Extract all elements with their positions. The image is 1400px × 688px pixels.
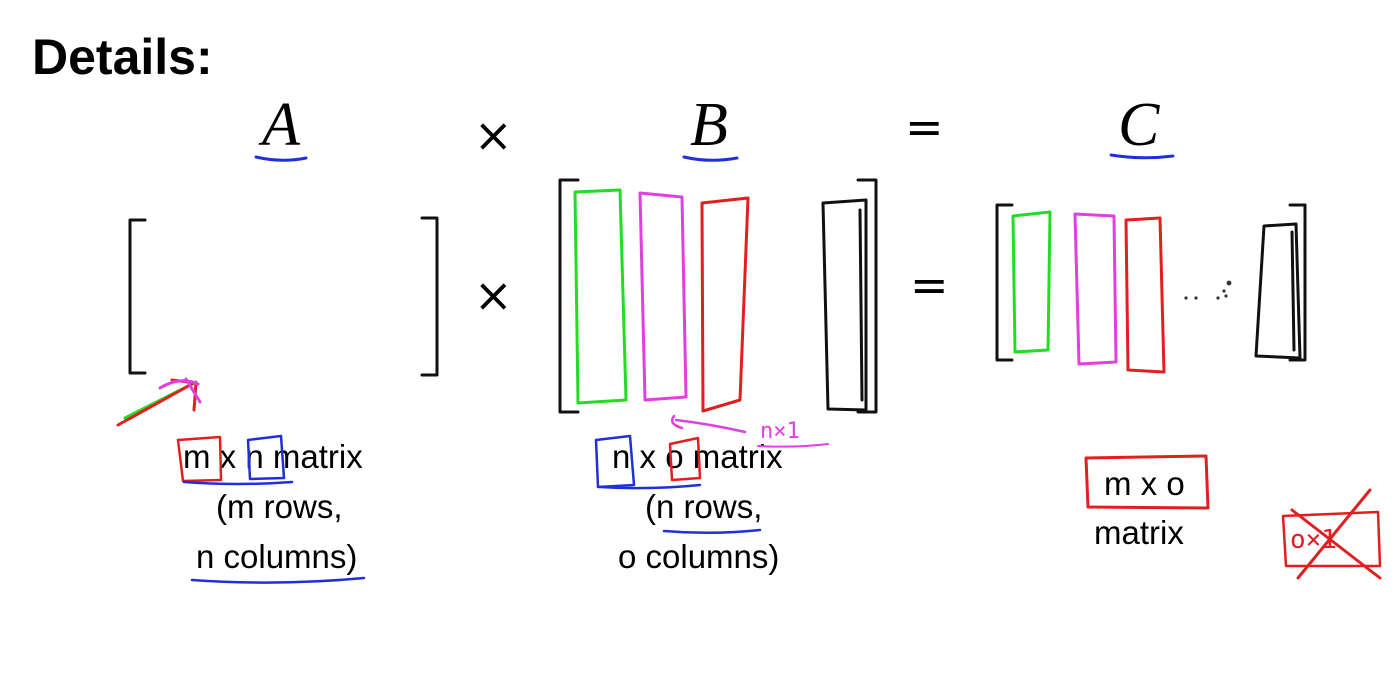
box-matrix-b-n <box>594 434 636 489</box>
box-matrix-a-m <box>176 435 223 483</box>
matrix-a-columns-text: n columns <box>196 538 347 575</box>
matrix-a-dim-m: m <box>183 438 211 475</box>
arrow-magenta <box>158 377 202 404</box>
matrix-c-column-black <box>1254 222 1302 360</box>
matrix-a-right-bracket <box>420 216 439 377</box>
underline-b <box>682 155 739 162</box>
equation-b: B <box>690 91 728 159</box>
underline-a <box>254 155 308 162</box>
equation-c: C <box>1118 91 1160 159</box>
matrix-c-word: matrix <box>1094 514 1184 551</box>
matrix-b-comma: , <box>753 488 763 525</box>
matrix-c-left-bracket <box>995 203 1014 362</box>
note-nx1: n×1 <box>760 419 800 444</box>
matrix-b-open-paren: ( <box>645 488 656 525</box>
row-times: × <box>474 268 513 322</box>
matrix-b-column-green <box>573 188 628 405</box>
matrix-b-column-magenta <box>638 191 688 402</box>
matrix-b-left-bracket <box>558 178 580 414</box>
row-equals: = <box>910 258 949 312</box>
matrix-a-x: x <box>219 438 237 475</box>
matrix-b-rows: (n rows, <box>645 488 762 526</box>
matrix-b-word: matrix <box>692 438 783 475</box>
box-matrix-c-dims <box>1084 454 1210 510</box>
equation-a: A <box>262 91 300 159</box>
underline-matrix-b-dims <box>598 483 702 490</box>
arrow-red <box>116 378 198 427</box>
box-matrix-a-n <box>246 434 286 481</box>
matrix-c-column-green <box>1011 210 1052 354</box>
matrix-b-dim-n: n <box>612 438 631 475</box>
note-nx1-underline <box>757 443 829 448</box>
matrix-a-rows: (m rows, <box>216 488 343 525</box>
underline-matrix-b-rows <box>662 528 762 535</box>
matrix-a-close-paren: ) <box>346 538 358 575</box>
matrix-b-column-black <box>821 198 868 412</box>
underline-matrix-a-dims <box>182 480 294 486</box>
matrix-a-columns: n columns) <box>196 538 357 576</box>
underline-c <box>1109 153 1175 160</box>
matrix-b-columns: o columns) <box>618 538 780 575</box>
matrix-a-dims: m x n matrix <box>183 438 363 476</box>
matrix-a-word: matrix <box>272 438 363 475</box>
equation-times: × <box>474 108 513 162</box>
matrix-c-column-magenta <box>1073 212 1118 366</box>
equation-equals: = <box>905 100 944 154</box>
box-matrix-b-o <box>668 436 702 482</box>
matrix-a-left-bracket <box>128 218 147 375</box>
matrix-b-column-red <box>700 196 750 413</box>
matrix-c-column-red <box>1124 216 1166 374</box>
matrix-b-dims: n x o matrix <box>612 438 783 476</box>
crossed-out-note: o×1 <box>1281 488 1382 580</box>
matrix-c-ellipsis <box>1184 280 1232 300</box>
matrix-b-rows-text: n rows <box>656 488 754 525</box>
matrix-b-x: x <box>639 438 657 475</box>
matrix-c-right-bracket <box>1288 203 1307 362</box>
slide-title: Details: <box>32 29 213 85</box>
matrix-c-dims: m x o <box>1104 465 1185 502</box>
underline-matrix-a-columns <box>190 576 366 584</box>
matrix-b-right-bracket <box>856 178 878 414</box>
note-nx1-arrow <box>671 414 747 434</box>
